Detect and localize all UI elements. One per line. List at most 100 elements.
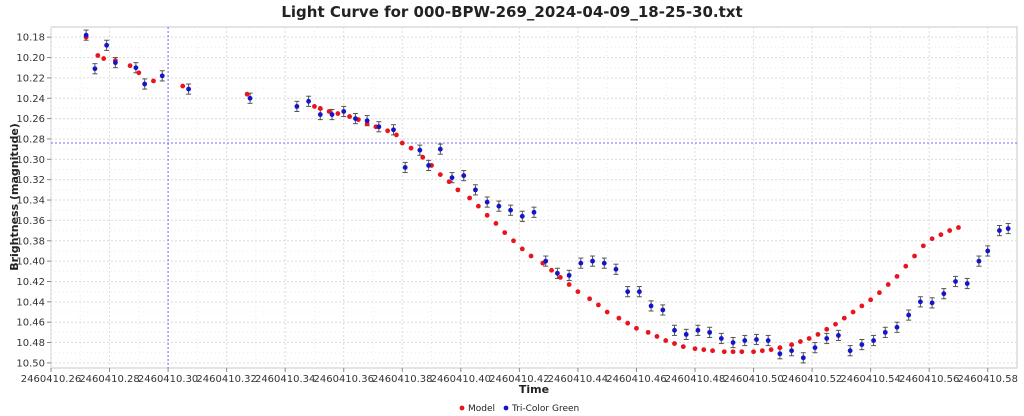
x-tick-label: 2460410.46 <box>606 374 666 385</box>
x-axis-ticks: 2460410.262460410.282460410.302460410.32… <box>21 368 1018 385</box>
tricolor-green-point <box>929 300 935 306</box>
tricolor-green-point <box>341 109 347 114</box>
tricolor-green-point <box>754 337 759 342</box>
tricolor-green-point <box>159 73 165 79</box>
model-point <box>575 289 581 295</box>
model-point <box>317 106 323 111</box>
tricolor-green-point <box>672 327 677 333</box>
model-point <box>672 341 677 346</box>
plot-area <box>50 26 1018 369</box>
y-tick-label: 10.48 <box>16 338 45 349</box>
model-point <box>789 342 794 347</box>
tricolor-green-point <box>695 327 701 333</box>
tricolor-green-point <box>590 258 595 264</box>
model-point <box>645 329 651 335</box>
x-tick-label: 2460410.32 <box>196 374 256 385</box>
model-point <box>654 334 660 339</box>
model-point <box>475 203 481 209</box>
model-point <box>151 78 156 84</box>
model-point <box>467 195 472 201</box>
tricolor-green-point <box>247 95 253 101</box>
tricolor-green-point <box>718 336 724 341</box>
tricolor-green-point <box>142 81 148 87</box>
tricolor-green-point <box>859 342 865 347</box>
tricolor-green-point <box>531 209 537 215</box>
tricolor-green-point <box>543 258 549 264</box>
x-tick-label: 2460410.28 <box>79 374 139 385</box>
model-point <box>95 53 101 58</box>
tricolor-green-point <box>133 65 139 71</box>
tricolor-green-point <box>449 175 455 181</box>
model-point <box>420 154 426 160</box>
tricolor-green-point <box>997 228 1002 233</box>
tricolor-green-point <box>1005 226 1011 231</box>
y-tick-label: 10.34 <box>16 196 45 207</box>
series-marks <box>83 29 1011 364</box>
model-point <box>446 179 452 185</box>
tricolor-green-point <box>402 165 408 170</box>
x-tick-label: 2460410.34 <box>255 374 315 385</box>
tricolor-green-point <box>683 332 689 337</box>
y-tick-label: 10.26 <box>16 114 45 125</box>
tricolor-green-point <box>473 187 478 193</box>
model-point <box>815 332 821 337</box>
model-point <box>437 172 443 177</box>
model-point <box>604 309 610 315</box>
model-point <box>956 225 961 230</box>
tricolor-green-point <box>417 147 423 153</box>
legend-tricolor-marker <box>503 405 509 411</box>
model-point <box>596 302 601 308</box>
model-point <box>903 263 909 269</box>
tricolor-green-point <box>625 289 631 295</box>
y-tick-label: 10.44 <box>16 297 45 308</box>
model-point <box>326 109 332 114</box>
tricolor-green-point <box>824 336 830 341</box>
model-point <box>894 273 900 279</box>
tricolor-green-point <box>707 329 713 335</box>
tricolor-green-point <box>777 351 783 357</box>
legend-tricolor-label: Tri-Color Green <box>511 404 579 414</box>
tricolor-green-point <box>364 118 370 124</box>
model-point <box>557 275 563 280</box>
x-tick-label: 2460410.54 <box>840 374 900 385</box>
crosshair <box>51 27 1017 368</box>
y-axis-label: Brightness (magnitude) <box>8 123 21 271</box>
tricolor-green-point <box>484 199 490 205</box>
tricolor-green-point <box>964 281 970 286</box>
model-point <box>833 321 838 327</box>
y-tick-label: 10.20 <box>16 53 45 64</box>
tricolor-green-point <box>613 266 619 272</box>
x-tick-label: 2460410.38 <box>372 374 432 385</box>
tricolor-green-point <box>508 207 513 213</box>
model-point <box>877 290 882 296</box>
tricolor-green-point <box>426 163 432 168</box>
model-point <box>759 348 765 354</box>
tricolor-green-point <box>83 32 89 38</box>
model-point <box>502 230 508 236</box>
tricolor-green-point <box>391 127 396 133</box>
x-tick-label: 2460410.50 <box>723 374 783 385</box>
x-tick-label: 2460410.48 <box>665 374 725 385</box>
tricolor-green-point <box>461 173 467 179</box>
tricolor-green-point <box>730 340 736 345</box>
x-tick-label: 2460410.30 <box>138 374 198 385</box>
model-point <box>920 243 926 249</box>
tricolor-green-point <box>918 299 923 305</box>
y-tick-label: 10.32 <box>16 175 45 186</box>
y-tick-label: 10.42 <box>16 277 45 288</box>
tricolor-green-point <box>353 116 358 122</box>
model-point <box>710 348 715 354</box>
tricolor-green-point <box>186 86 191 92</box>
tricolor-green-point <box>496 203 502 209</box>
tricolor-green-point <box>941 291 947 297</box>
model-point <box>408 145 414 151</box>
model-point <box>493 221 499 226</box>
model-point <box>912 253 917 259</box>
model-point <box>768 347 774 353</box>
model-point <box>701 347 707 353</box>
model-point <box>663 338 669 343</box>
tricolor-green-point <box>812 345 818 351</box>
tricolor-green-point <box>294 103 300 109</box>
